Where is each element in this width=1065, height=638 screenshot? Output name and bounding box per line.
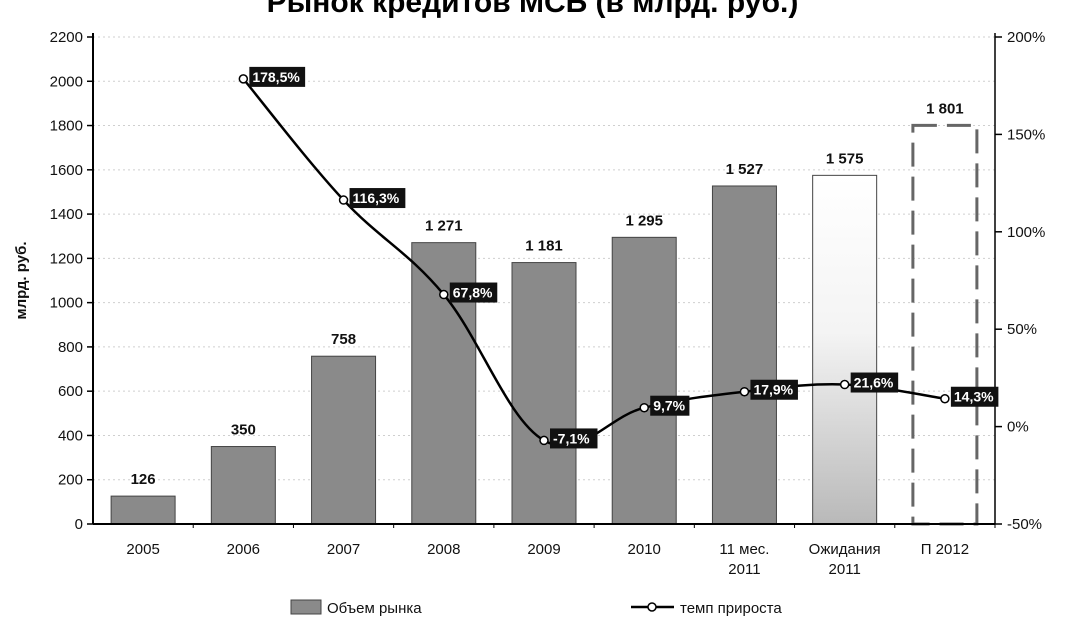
y2-tick-label: 50% (1007, 321, 1037, 338)
y2-tick-label: -50% (1007, 516, 1042, 533)
x-tick-label-line2: 2011 (829, 561, 861, 578)
bar-7 (812, 174, 878, 525)
x-tick-label: 2010 (628, 541, 661, 558)
bar-6 (711, 185, 777, 525)
y-tick-label: 1200 (50, 250, 83, 267)
y-tick-label: 0 (75, 516, 83, 533)
growth-label: 21,6% (854, 375, 894, 391)
legend: Объем рынка темп прироста (290, 599, 782, 617)
growth-label: 116,3% (353, 190, 400, 206)
x-tick-label: 2005 (126, 541, 159, 558)
y-tick-label: 1800 (50, 118, 83, 135)
bar-1 (210, 446, 276, 525)
growth-point-4 (539, 435, 549, 446)
growth-label-box (950, 386, 999, 407)
growth-label-box (249, 66, 306, 87)
bar-value-label: 1 181 (525, 238, 563, 255)
growth-point-8 (940, 393, 950, 404)
growth-label-box (850, 372, 899, 393)
bars (110, 123, 979, 526)
legend-marker (647, 602, 657, 612)
growth-point-6 (739, 386, 750, 397)
x-tick-label: 2008 (427, 541, 460, 558)
y-tick-label: 800 (58, 339, 83, 356)
y-tick-label: 2000 (50, 73, 83, 90)
x-tick-label: Ожидания (809, 541, 881, 558)
growth-label-box (750, 379, 798, 400)
x-tick-label: 11 мес. (719, 541, 769, 558)
y-tick-label: 400 (58, 427, 83, 444)
bar-8 (911, 123, 979, 526)
growth-label-box (550, 428, 598, 449)
bar-4 (511, 262, 577, 525)
x-tick-label: П 2012 (921, 541, 969, 558)
bar-value-label: 1 271 (425, 218, 463, 235)
data-labels: 126 350 758 1 271 1 181 1 295 1 527 1 575 1 801 1… (131, 66, 999, 488)
bar-0 (110, 495, 176, 525)
bar-value-label: 1 801 (926, 100, 964, 117)
x-tick-label-line2: 2011 (728, 561, 760, 578)
bar-value-label: 350 (231, 422, 256, 439)
growth-label: 178,5% (252, 69, 300, 85)
growth-label-box (650, 395, 690, 416)
legend-label-bars: Объем рынка (327, 600, 422, 617)
growth-point-7 (839, 379, 850, 390)
bar-5 (611, 236, 677, 525)
x-tick-label: 2007 (327, 541, 360, 558)
y-tick-label: 1600 (50, 162, 83, 179)
y2-tick-label: 200% (1007, 29, 1045, 46)
growth-label-box (349, 188, 406, 209)
bar-value-label: 1 527 (726, 161, 764, 178)
legend-label-line: темп прироста (680, 600, 782, 617)
y2-tick-label: 100% (1007, 224, 1045, 241)
growth-label: -7,1% (553, 430, 590, 446)
bar-value-label: 126 (131, 471, 156, 488)
y-tick-label: 600 (58, 383, 83, 400)
bar-2 (311, 355, 377, 525)
y2-tick-label: 0% (1007, 419, 1029, 436)
growth-point-1 (238, 74, 249, 84)
y-axis-title: млрд. руб. (13, 241, 30, 319)
x-tick-label: 2009 (527, 541, 560, 558)
growth-label: 67,8% (453, 285, 493, 301)
axes: 0 200 400 600 800 1000 1200 1400 1600 1800 2000 220… (13, 29, 1045, 578)
y-tick-label: 2200 (50, 29, 83, 46)
growth-point-2 (338, 195, 349, 205)
y2-tick-label: 150% (1007, 126, 1045, 143)
bar-value-label: 758 (331, 331, 356, 348)
growth-point-5 (639, 402, 649, 413)
legend-swatch-bars (290, 599, 322, 615)
x-tick-label: 2006 (227, 541, 260, 558)
growth-label-box (449, 282, 498, 303)
bar-value-label: 1 295 (625, 212, 663, 229)
growth-label: 9,7% (653, 398, 685, 414)
growth-label: 14,3% (954, 389, 994, 405)
bar-value-label: 1 575 (826, 150, 864, 167)
growth-label: 17,9% (753, 382, 793, 398)
page-title: Рынок кредитов МСБ (в млрд. руб.) (266, 0, 799, 19)
growth-point-3 (439, 289, 449, 300)
y-tick-label: 1400 (50, 206, 83, 223)
y-tick-label: 200 (58, 472, 83, 489)
y-tick-label: 1000 (50, 295, 83, 312)
